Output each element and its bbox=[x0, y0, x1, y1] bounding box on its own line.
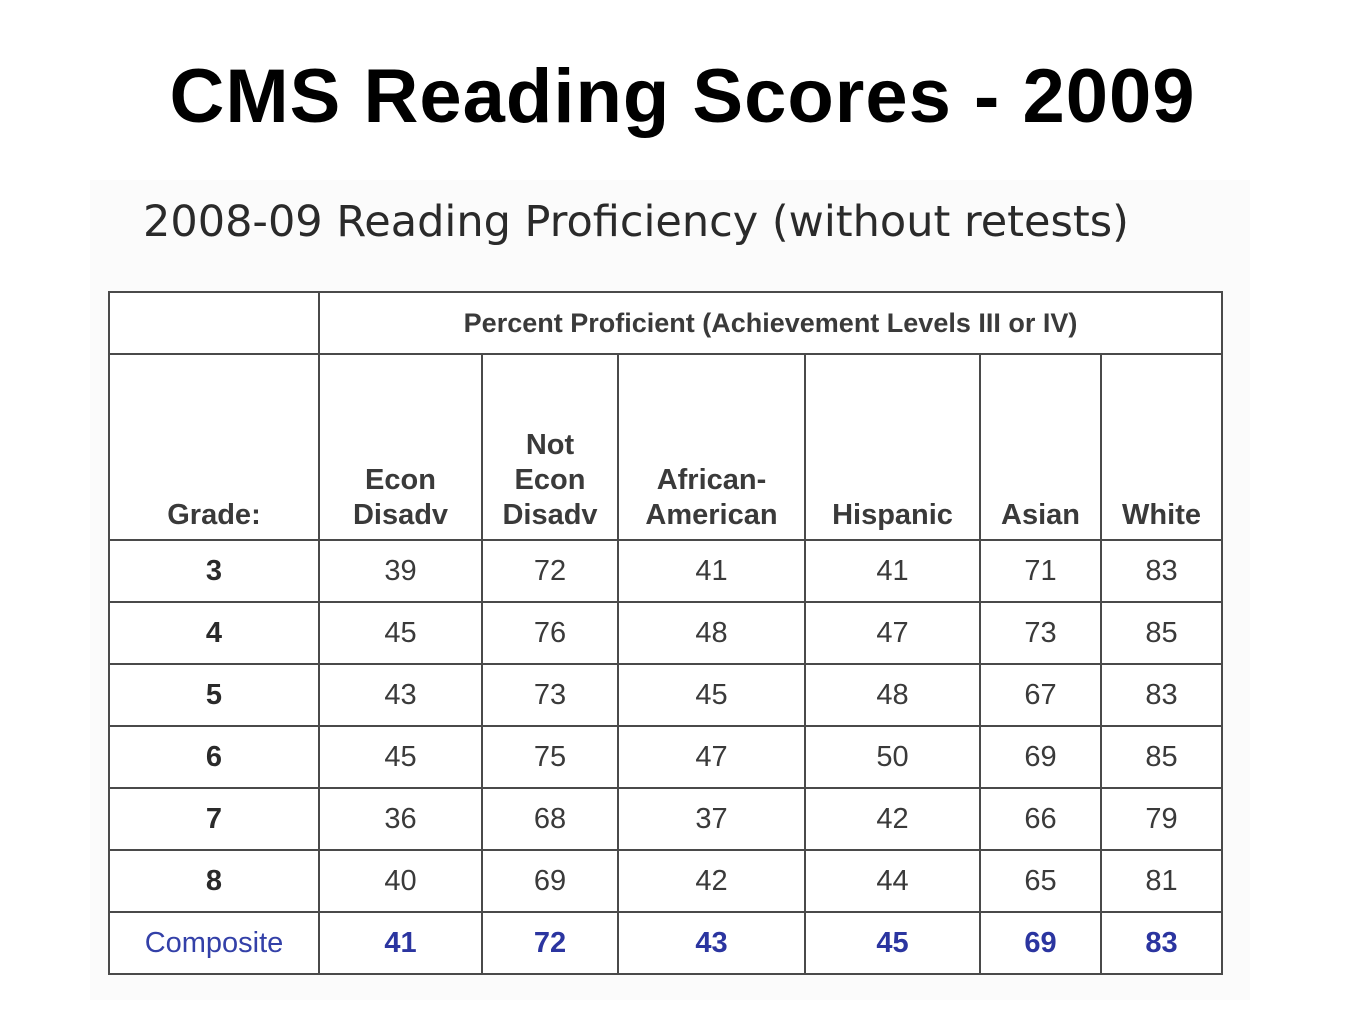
group-header-row: Percent Proficient (Achievement Levels I… bbox=[108, 291, 1224, 355]
column-header-hispanic: Hispanic bbox=[804, 353, 981, 541]
composite-value: 72 bbox=[481, 911, 619, 975]
column-header-white: White bbox=[1099, 353, 1224, 541]
value-cell: 69 bbox=[481, 849, 619, 913]
value-cell: 65 bbox=[979, 849, 1102, 913]
column-header-line: Disadv bbox=[502, 499, 598, 531]
column-header-line: Econ bbox=[514, 464, 586, 496]
value-cell: 36 bbox=[318, 787, 483, 851]
value-cell: 72 bbox=[481, 539, 619, 603]
corner-cell bbox=[108, 291, 320, 355]
grade-cell: 3 bbox=[108, 539, 320, 603]
column-header-line: Econ bbox=[365, 464, 436, 496]
table-row: 6 45 75 47 50 69 85 bbox=[108, 725, 1224, 789]
table-row: 5 43 73 45 48 67 83 bbox=[108, 663, 1224, 727]
grade-cell: 4 bbox=[108, 601, 320, 665]
value-cell: 85 bbox=[1099, 601, 1224, 665]
value-cell: 43 bbox=[318, 663, 483, 727]
value-cell: 42 bbox=[617, 849, 806, 913]
value-cell: 42 bbox=[804, 787, 981, 851]
value-cell: 39 bbox=[318, 539, 483, 603]
value-cell: 73 bbox=[481, 663, 619, 727]
value-cell: 40 bbox=[318, 849, 483, 913]
table-row: 3 39 72 41 41 71 83 bbox=[108, 539, 1224, 603]
column-header-row: Grade: Econ Disadv Not Econ Disadv Afric… bbox=[108, 353, 1224, 541]
value-cell: 67 bbox=[979, 663, 1102, 727]
grade-cell: 8 bbox=[108, 849, 320, 913]
column-header-line: White bbox=[1122, 499, 1201, 531]
value-cell: 45 bbox=[318, 725, 483, 789]
value-cell: 76 bbox=[481, 601, 619, 665]
value-cell: 45 bbox=[617, 663, 806, 727]
value-cell: 48 bbox=[804, 663, 981, 727]
reading-proficiency-table: Percent Proficient (Achievement Levels I… bbox=[108, 291, 1224, 975]
value-cell: 71 bbox=[979, 539, 1102, 603]
grade-header: Grade: bbox=[108, 353, 320, 541]
column-header-line: Disadv bbox=[352, 499, 449, 531]
slide-title: CMS Reading Scores - 2009 bbox=[169, 54, 1196, 139]
composite-value: 41 bbox=[318, 911, 483, 975]
column-header-not-econ-disadv: Not Econ Disadv bbox=[481, 353, 619, 541]
composite-row: Composite 41 72 43 45 69 83 bbox=[108, 911, 1224, 975]
composite-value: 83 bbox=[1099, 911, 1224, 975]
value-cell: 37 bbox=[617, 787, 806, 851]
column-header-line: African- bbox=[656, 464, 767, 496]
table-title: 2008-09 Reading Proficiency (without ret… bbox=[143, 197, 1129, 247]
value-cell: 68 bbox=[481, 787, 619, 851]
column-header-african-american: African- American bbox=[617, 353, 806, 541]
value-cell: 69 bbox=[979, 725, 1102, 789]
composite-label: Composite bbox=[108, 911, 320, 975]
column-header-line: Hispanic bbox=[832, 499, 953, 531]
value-cell: 48 bbox=[617, 601, 806, 665]
composite-value: 43 bbox=[617, 911, 806, 975]
grade-cell: 6 bbox=[108, 725, 320, 789]
value-cell: 41 bbox=[804, 539, 981, 603]
value-cell: 83 bbox=[1099, 539, 1224, 603]
column-header-line: American bbox=[645, 499, 778, 531]
value-cell: 41 bbox=[617, 539, 806, 603]
value-cell: 73 bbox=[979, 601, 1102, 665]
column-header-econ-disadv: Econ Disadv bbox=[318, 353, 483, 541]
column-header-asian: Asian bbox=[979, 353, 1102, 541]
composite-value: 69 bbox=[979, 911, 1102, 975]
value-cell: 85 bbox=[1099, 725, 1224, 789]
column-header-line: Not bbox=[525, 429, 575, 461]
grade-cell: 5 bbox=[108, 663, 320, 727]
composite-value: 45 bbox=[804, 911, 981, 975]
grade-cell: 7 bbox=[108, 787, 320, 851]
column-header-line: Asian bbox=[1001, 499, 1080, 531]
value-cell: 45 bbox=[318, 601, 483, 665]
table-row: 7 36 68 37 42 66 79 bbox=[108, 787, 1224, 851]
value-cell: 83 bbox=[1099, 663, 1224, 727]
value-cell: 79 bbox=[1099, 787, 1224, 851]
value-cell: 75 bbox=[481, 725, 619, 789]
value-cell: 47 bbox=[617, 725, 806, 789]
group-header: Percent Proficient (Achievement Levels I… bbox=[317, 291, 1224, 355]
value-cell: 50 bbox=[804, 725, 981, 789]
value-cell: 66 bbox=[979, 787, 1102, 851]
value-cell: 44 bbox=[804, 849, 981, 913]
table-row: 8 40 69 42 44 65 81 bbox=[108, 849, 1224, 913]
table-row: 4 45 76 48 47 73 85 bbox=[108, 601, 1224, 665]
value-cell: 81 bbox=[1099, 849, 1224, 913]
value-cell: 47 bbox=[804, 601, 981, 665]
